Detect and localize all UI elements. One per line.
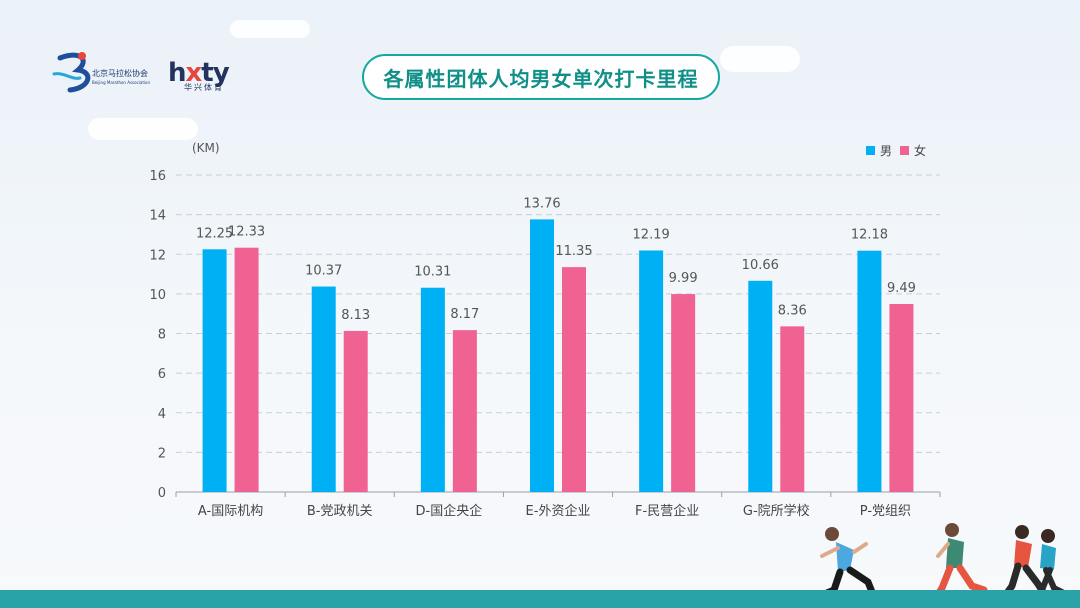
cloud-decoration (88, 118, 198, 140)
bottom-band (0, 590, 1080, 608)
association-name: 北京马拉松协会 (92, 69, 148, 78)
bar-male (639, 250, 664, 492)
x-tick-label: P-党组织 (860, 504, 911, 519)
x-tick-label: E-外资企业 (526, 503, 591, 519)
cloud-decoration (720, 46, 800, 72)
data-label: 10.66 (742, 258, 779, 273)
bar-female (343, 330, 368, 492)
marathon-association-logo-icon (52, 52, 91, 93)
bar-male (530, 219, 554, 492)
y-tick-label: 16 (149, 169, 166, 184)
bar-male (857, 250, 882, 492)
brand-logo-part: h (168, 58, 186, 88)
bar-male (202, 249, 227, 492)
page-title: 各属性团体人均男女单次打卡里程 (383, 66, 699, 91)
bar-female (889, 303, 914, 492)
data-label: 12.33 (228, 225, 265, 240)
cloud-decoration (230, 20, 310, 38)
legend-label: 女 (914, 143, 926, 158)
x-tick-label: G-院所学校 (743, 503, 810, 519)
data-label: 8.13 (341, 308, 370, 323)
x-tick-label: D-国企央企 (416, 503, 483, 519)
legend-swatch (866, 146, 875, 155)
x-tick-label: A-国际机构 (198, 504, 263, 519)
y-tick-label: 14 (149, 209, 166, 224)
y-tick-label: 12 (149, 248, 166, 263)
data-label: 11.35 (555, 244, 592, 259)
data-label: 12.25 (196, 226, 233, 241)
data-label: 9.99 (669, 271, 698, 286)
data-label: 8.36 (778, 303, 807, 318)
association-sub: Beijing Marathon Association (92, 80, 151, 85)
bar-female (562, 267, 586, 492)
legend-swatch (900, 146, 909, 155)
title-pill: 各属性团体人均男女单次打卡里程 (362, 54, 720, 100)
y-tick-label: 0 (158, 486, 166, 501)
bar-male (311, 286, 336, 492)
y-tick-label: 2 (158, 446, 166, 461)
y-tick-label: 10 (149, 288, 166, 303)
data-label: 10.37 (305, 264, 342, 279)
bar-female (780, 326, 805, 492)
bar-female (234, 247, 259, 492)
data-label: 12.19 (633, 227, 670, 242)
x-tick-label: B-党政机关 (307, 504, 373, 519)
x-tick-label: F-民营企业 (635, 503, 699, 519)
brand-sub: 华兴体育 (184, 83, 224, 92)
legend-label: 男 (880, 144, 892, 158)
data-label: 12.18 (851, 228, 888, 243)
brand-logo: hxty (168, 58, 230, 88)
y-axis-label: (KM) (192, 141, 220, 155)
brand-logo-part: ty (201, 58, 229, 88)
data-label: 10.31 (414, 265, 451, 280)
data-label: 8.17 (450, 307, 479, 322)
bar-male (420, 287, 445, 492)
bar-female (671, 294, 696, 492)
y-tick-label: 6 (158, 367, 166, 382)
y-tick-label: 8 (158, 328, 166, 343)
y-tick-label: 4 (158, 407, 166, 422)
data-label: 9.49 (887, 281, 916, 296)
brand-logo-x: x (185, 58, 203, 88)
data-label: 13.76 (523, 196, 560, 211)
bar-female (452, 330, 477, 492)
bar-male (748, 280, 773, 492)
